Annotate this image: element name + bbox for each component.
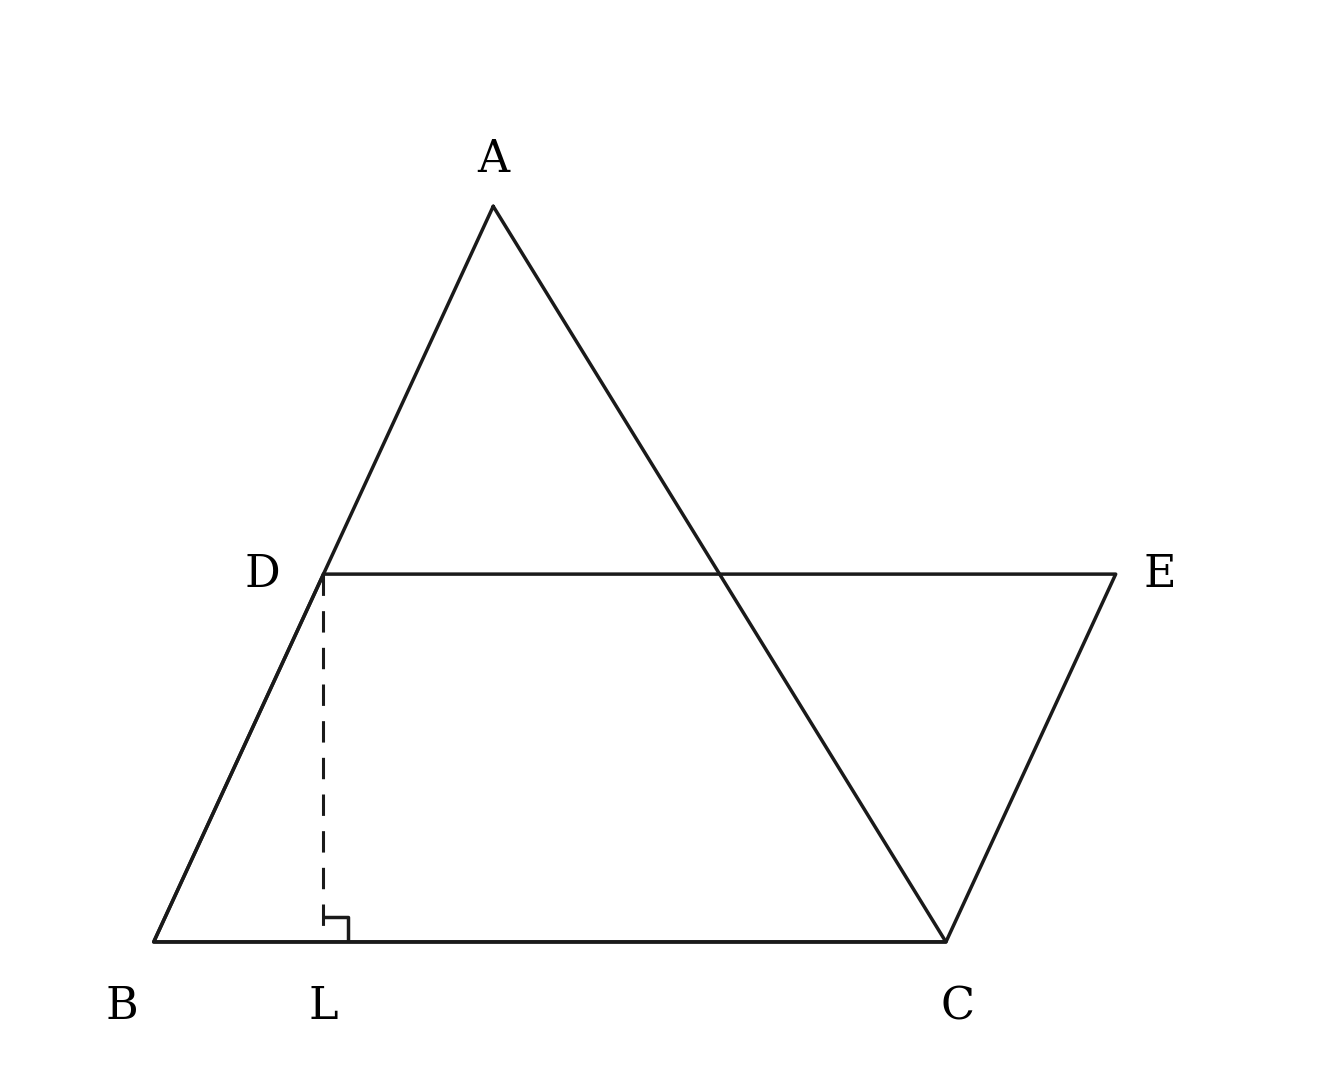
Text: E: E (1144, 553, 1176, 595)
Text: L: L (309, 985, 338, 1028)
Text: C: C (940, 985, 975, 1028)
Text: B: B (106, 985, 138, 1028)
Text: D: D (245, 553, 281, 595)
Text: A: A (477, 138, 509, 182)
